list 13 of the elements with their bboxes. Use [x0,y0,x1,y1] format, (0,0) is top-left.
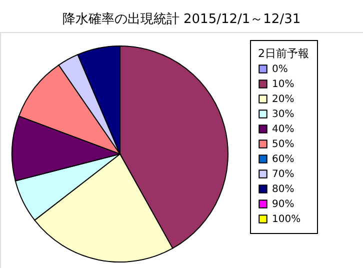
legend-label: 30% [272,109,294,120]
legend-label: 50% [272,139,294,150]
legend-label: 40% [272,124,294,135]
legend-label: 90% [272,199,294,210]
legend-label: 60% [272,154,294,165]
chart-title: 降水確率の出現統計 2015/12/1～12/31 [62,11,301,27]
legend-label: 100% [272,214,301,225]
legend-label: 20% [272,94,294,105]
legend-label: 80% [272,184,294,195]
legend-label: 70% [272,169,294,180]
legend-label: 0% [272,64,288,75]
legend-title: 2日前予報 [258,47,309,60]
legend-label: 10% [272,79,294,90]
